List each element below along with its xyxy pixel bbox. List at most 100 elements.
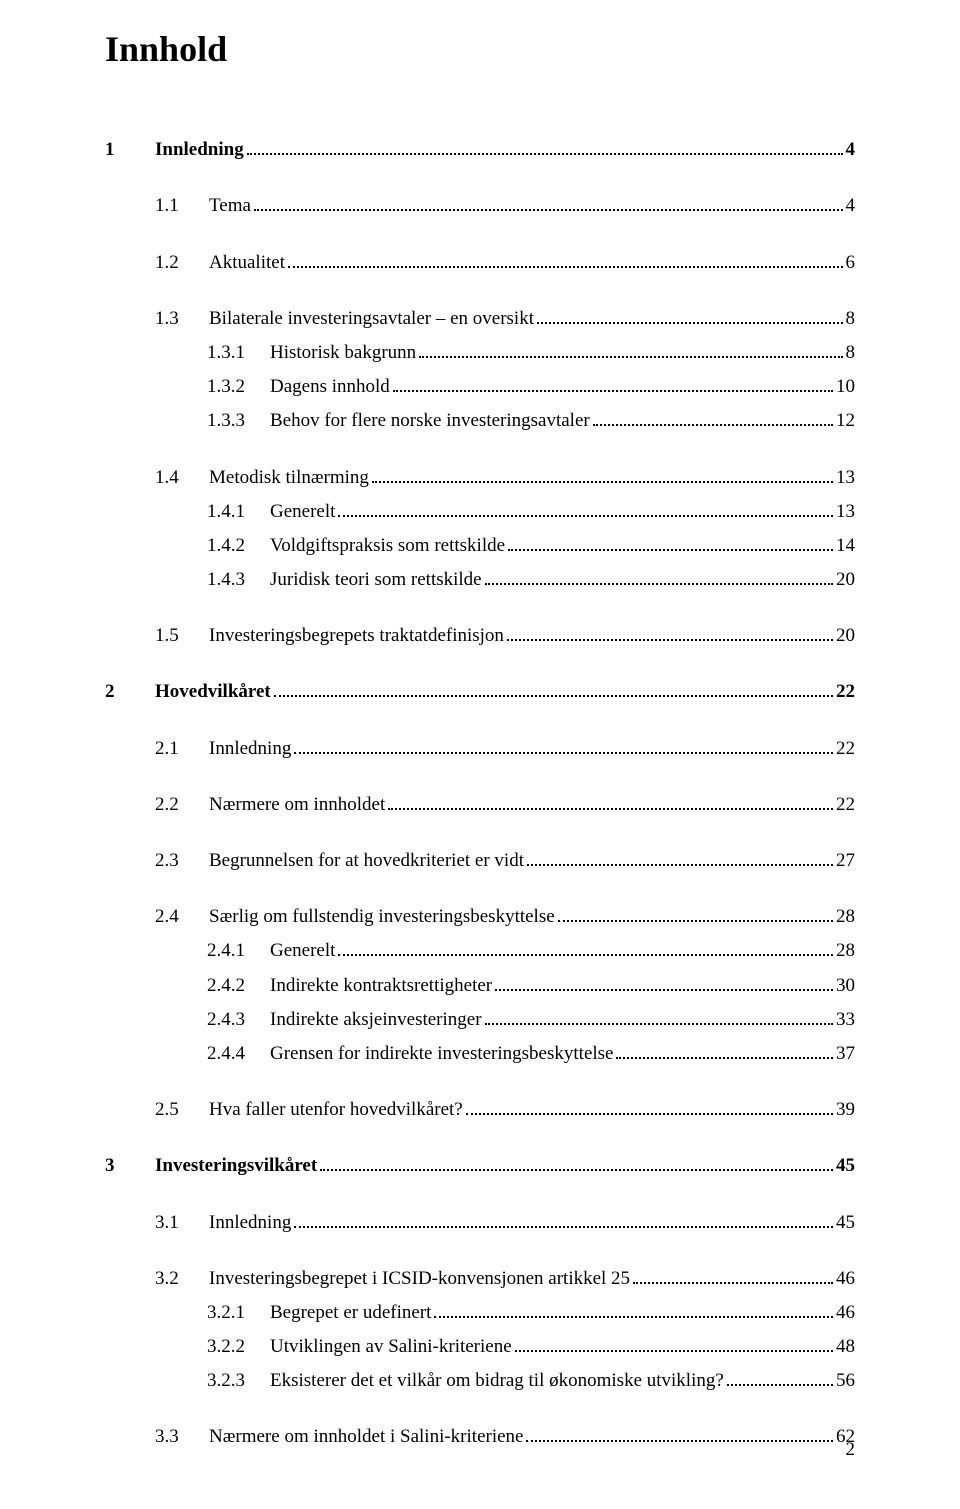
toc-entry-label: Indirekte aksjeinvesteringer <box>270 1010 482 1029</box>
toc-entry-number: 3.2.2 <box>207 1337 270 1356</box>
toc-leader-dots <box>294 736 833 753</box>
toc-entry-page: 10 <box>836 377 855 396</box>
toc-entry-page: 28 <box>836 941 855 960</box>
toc-entry: 2.2Nærmere om innholdet22 <box>155 793 855 814</box>
toc-entry: 3.2.2Utviklingen av Salini-kriteriene48 <box>207 1335 855 1356</box>
toc-entry: 3Investeringsvilkåret45 <box>105 1154 855 1175</box>
toc-entry-page: 48 <box>836 1337 855 1356</box>
toc-entry: 2.4.2Indirekte kontraktsrettigheter30 <box>207 973 855 994</box>
toc-entry-number: 3.1 <box>155 1213 209 1232</box>
toc-entry: 3.3Nærmere om innholdet i Salini-kriteri… <box>155 1425 855 1446</box>
toc-leader-dots <box>485 568 833 585</box>
toc-entry-page: 22 <box>836 682 855 701</box>
toc-entry: 1.3.1Historisk bakgrunn8 <box>207 341 855 362</box>
toc-entry-page: 45 <box>836 1213 855 1232</box>
toc-leader-dots <box>393 375 833 392</box>
toc-entry-page: 28 <box>836 907 855 926</box>
toc-entry-page: 56 <box>836 1371 855 1390</box>
toc-entry: 2.3Begrunnelsen for at hovedkriteriet er… <box>155 849 855 870</box>
toc-leader-dots <box>527 849 833 866</box>
toc-leader-dots <box>593 409 833 426</box>
toc-entry-number: 1.1 <box>155 196 209 215</box>
toc-entry-page: 13 <box>836 468 855 487</box>
toc-entry: 1.2Aktualitet6 <box>155 250 855 271</box>
toc-entry: 3.2.3Eksisterer det et vilkår om bidrag … <box>207 1369 855 1390</box>
toc-entry-label: Hovedvilkåret <box>155 682 271 701</box>
toc-leader-dots <box>526 1425 833 1442</box>
toc-entry: 1.4.2Voldgiftspraksis som rettskilde14 <box>207 534 855 555</box>
toc-entry-page: 22 <box>836 795 855 814</box>
toc-leader-dots <box>320 1154 833 1171</box>
toc-entry: 2.4.3Indirekte aksjeinvesteringer33 <box>207 1008 855 1029</box>
toc-entry-label: Hva faller utenfor hovedvilkåret? <box>209 1100 463 1119</box>
toc-leader-dots <box>633 1267 833 1284</box>
toc-entry: 1Innledning4 <box>105 138 855 159</box>
toc-entry-number: 3.3 <box>155 1427 209 1446</box>
toc-leader-dots <box>495 973 833 990</box>
toc-entry-label: Aktualitet <box>209 253 285 272</box>
toc-entry: 2.1Innledning 22 <box>155 736 855 757</box>
page-number: 2 <box>846 1439 856 1461</box>
toc-leader-dots <box>254 194 843 211</box>
toc-leader-dots <box>507 624 833 641</box>
toc-leader-dots <box>508 534 833 551</box>
toc-leader-dots <box>338 500 833 517</box>
toc-entry-label: Generelt <box>270 502 335 521</box>
toc-entry-number: 3 <box>105 1156 155 1175</box>
toc-entry-number: 1.3.1 <box>207 343 270 362</box>
toc-entry-label: Metodisk tilnærming <box>209 468 369 487</box>
toc-entry-label: Tema <box>209 196 251 215</box>
toc-entry-label: Voldgiftspraksis som rettskilde <box>270 536 505 555</box>
toc-leader-dots <box>485 1008 833 1025</box>
toc-leader-dots <box>274 680 833 697</box>
toc-entry-label: Investeringsbegrepets traktatdefinisjon <box>209 626 504 645</box>
toc-entry-number: 1.4.3 <box>207 570 270 589</box>
toc-entry-number: 2.1 <box>155 739 209 758</box>
toc-entry-label: Grensen for indirekte investeringsbeskyt… <box>270 1044 613 1063</box>
toc-leader-dots <box>372 465 833 482</box>
toc-entry-label: Innledning <box>209 739 291 758</box>
toc-entry-page: 37 <box>836 1044 855 1063</box>
toc-entry-number: 2.3 <box>155 851 209 870</box>
toc-entry-page: 30 <box>836 976 855 995</box>
toc-entry-label: Begrunnelsen for at hovedkriteriet er vi… <box>209 851 524 870</box>
toc-entry: 2.5Hva faller utenfor hovedvilkåret?39 <box>155 1098 855 1119</box>
toc-entry: 1.3Bilaterale investeringsavtaler – en o… <box>155 307 855 328</box>
toc-entry-page: 46 <box>836 1303 855 1322</box>
toc-leader-dots <box>537 307 843 324</box>
toc-leader-dots <box>288 250 843 267</box>
toc-entry-label: Historisk bakgrunn <box>270 343 416 362</box>
toc-entry-page: 27 <box>836 851 855 870</box>
toc-entry-page: 46 <box>836 1269 855 1288</box>
toc-entry-page: 22 <box>836 739 855 758</box>
toc-entry: 1.3.3Behov for flere norske investerings… <box>207 409 855 430</box>
toc-entry-page: 12 <box>836 411 855 430</box>
toc-entry-number: 2.5 <box>155 1100 209 1119</box>
toc-entry-label: Innledning <box>155 140 244 159</box>
toc-entry-label: Begrepet er udefinert <box>270 1303 431 1322</box>
toc-entry-label: Generelt <box>270 941 335 960</box>
toc-entry-number: 1.3 <box>155 309 209 328</box>
toc-entry-page: 20 <box>836 626 855 645</box>
toc-entry-number: 2.4.3 <box>207 1010 270 1029</box>
toc-entry-page: 8 <box>846 309 856 328</box>
toc-entry-label: Behov for flere norske investeringsavtal… <box>270 411 590 430</box>
toc-entry: 3.2.1Begrepet er udefinert46 <box>207 1301 855 1322</box>
toc-entry-label: Særlig om fullstendig investeringsbeskyt… <box>209 907 555 926</box>
toc-entry-number: 2.4.4 <box>207 1044 270 1063</box>
toc-entry: 3.1Innledning45 <box>155 1210 855 1231</box>
toc-entry-number: 1.2 <box>155 253 209 272</box>
toc-entry-number: 1.4 <box>155 468 209 487</box>
toc-leader-dots <box>515 1335 833 1352</box>
toc-entry-page: 4 <box>846 196 856 215</box>
toc-leader-dots <box>727 1369 833 1386</box>
toc-entry-number: 1.4.2 <box>207 536 270 555</box>
toc-entry-label: Eksisterer det et vilkår om bidrag til ø… <box>270 1371 724 1390</box>
toc-leader-dots <box>466 1098 833 1115</box>
toc-entry: 2.4.1Generelt 28 <box>207 939 855 960</box>
toc-entry-number: 2 <box>105 682 155 701</box>
toc-entry-number: 2.4 <box>155 907 209 926</box>
table-of-contents: 1Innledning4 1.1Tema 4 1.2Aktualitet6 1.3Bil… <box>105 138 855 1446</box>
toc-leader-dots <box>388 793 833 810</box>
toc-entry-number: 2.4.1 <box>207 941 270 960</box>
